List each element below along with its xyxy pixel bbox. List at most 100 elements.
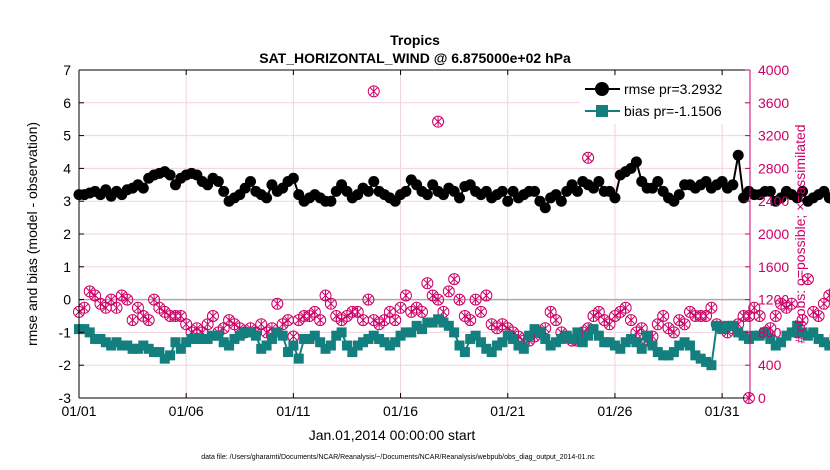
bias-marker xyxy=(207,330,218,341)
rmse-marker xyxy=(539,202,551,214)
bias-marker xyxy=(454,340,465,351)
obs-possible-marker xyxy=(148,293,161,306)
obs-assimilated-marker xyxy=(428,290,438,301)
rmse-marker xyxy=(245,176,257,188)
obs-assimilated-marker xyxy=(331,311,341,321)
bias-marker xyxy=(288,340,299,351)
bias-marker xyxy=(684,340,695,351)
bias-marker xyxy=(529,324,540,335)
bias-marker xyxy=(229,333,240,344)
obs-assimilated-marker xyxy=(455,294,464,305)
bias-marker xyxy=(438,317,449,328)
rmse-marker xyxy=(555,195,567,207)
obs-possible-marker xyxy=(448,273,461,286)
obs-assimilated-marker xyxy=(626,315,636,326)
bias-marker xyxy=(690,350,701,361)
y-tick-label-right: 800 xyxy=(758,324,782,340)
obs-assimilated-marker xyxy=(138,311,148,321)
rmse-marker xyxy=(529,185,541,197)
obs-possible-marker xyxy=(582,151,595,164)
bias-marker xyxy=(433,314,444,325)
bias-marker xyxy=(497,337,508,348)
rmse-marker xyxy=(421,189,433,201)
obs-assimilated-marker xyxy=(615,306,625,317)
obs-assimilated-marker xyxy=(181,319,191,330)
bias-marker xyxy=(534,327,545,338)
obs-possible-marker xyxy=(399,289,412,302)
rmse-marker xyxy=(502,195,514,207)
bias-marker xyxy=(717,324,728,335)
bias-marker xyxy=(577,337,588,348)
bias-marker xyxy=(502,330,513,341)
y-tick-label-left: 5 xyxy=(63,128,71,144)
obs-assimilated-marker xyxy=(685,306,695,317)
bias-marker xyxy=(406,327,417,338)
obs-assimilated-marker xyxy=(122,294,132,305)
obs-assimilated-marker xyxy=(680,319,689,330)
obs-possible-marker xyxy=(480,289,493,302)
bias-marker xyxy=(186,333,197,344)
obs-assimilated-marker xyxy=(272,298,282,309)
bias-marker xyxy=(470,330,481,341)
axes xyxy=(78,69,751,399)
y-tick-label-right: 3200 xyxy=(758,128,789,144)
bias-marker xyxy=(706,360,717,371)
obs-assimilated-marker xyxy=(369,86,379,97)
y-tick-label-right: 0 xyxy=(758,390,766,406)
bias-marker xyxy=(765,333,776,344)
rmse-marker xyxy=(137,182,149,194)
obs-assimilated-marker xyxy=(203,319,212,330)
bias-marker xyxy=(170,337,181,348)
obs-assimilated-marker xyxy=(481,290,491,301)
bias-marker xyxy=(626,333,637,344)
obs-series xyxy=(73,85,830,404)
obs-assimilated-marker xyxy=(385,306,395,317)
obs-assimilated-marker xyxy=(701,311,711,321)
obs-assimilated-marker xyxy=(347,306,357,317)
obs-assimilated-marker xyxy=(321,290,330,301)
obs-possible-marker xyxy=(383,305,396,318)
rmse-marker xyxy=(261,192,273,204)
obs-assimilated-marker xyxy=(128,315,137,326)
obs-possible-marker xyxy=(753,310,766,322)
obs-assimilated-marker xyxy=(460,311,470,321)
bias-marker xyxy=(315,337,326,348)
obs-possible-marker xyxy=(453,293,466,306)
bias-marker xyxy=(154,347,165,358)
obs-possible-marker xyxy=(105,293,118,306)
bias-marker xyxy=(304,333,315,344)
chart-title: Tropics xyxy=(390,32,440,48)
obs-assimilated-marker xyxy=(155,302,164,313)
bias-marker xyxy=(341,340,352,351)
bias-marker xyxy=(518,343,529,354)
bias-marker xyxy=(599,337,610,348)
bias-marker xyxy=(588,324,599,335)
bias-marker xyxy=(272,327,283,338)
rmse-marker xyxy=(325,195,337,207)
obs-assimilated-marker xyxy=(192,323,202,334)
bias-marker xyxy=(347,347,358,358)
obs-assimilated-marker xyxy=(149,294,159,305)
bias-marker xyxy=(336,327,347,338)
rmse-marker xyxy=(673,189,685,201)
bias-marker xyxy=(261,340,272,351)
x-tick-label: 01/26 xyxy=(597,403,632,419)
obs-assimilated-marker xyxy=(444,286,454,297)
bias-marker xyxy=(770,340,781,351)
bias-marker xyxy=(792,320,803,331)
obs-assimilated-marker xyxy=(396,302,405,313)
legend[interactable]: rmse pr=3.2932 bias pr=-1.1506 xyxy=(580,76,744,124)
bias-marker xyxy=(652,347,663,358)
rmse-marker xyxy=(630,156,642,168)
bias-marker xyxy=(583,330,594,341)
bias-marker xyxy=(122,340,133,351)
bias-marker xyxy=(427,317,438,328)
bias-marker xyxy=(165,350,176,361)
y-axis-label-right: # of obs: o=possible; ×=assimilated xyxy=(792,124,808,343)
obs-assimilated-marker xyxy=(782,302,791,313)
rmse-marker xyxy=(400,185,412,197)
bias-marker xyxy=(556,333,567,344)
bias-marker xyxy=(524,330,535,341)
obs-assimilated-marker xyxy=(90,290,100,301)
